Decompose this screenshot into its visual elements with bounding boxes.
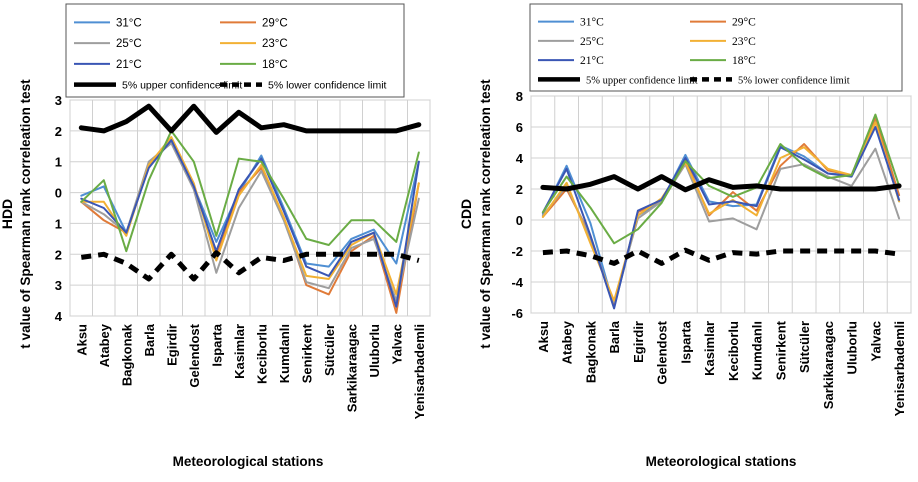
- x-axis-title: Meteorological stations: [646, 454, 797, 469]
- series-line: [541, 126, 901, 310]
- x-tick-label: Bagkonak: [119, 323, 134, 386]
- x-tick-label: Barla: [607, 320, 622, 353]
- x-tick-label: Yalvac: [389, 324, 404, 365]
- legend-label: 23°C: [262, 38, 288, 50]
- legend-box: [529, 3, 903, 92]
- x-tick-label: Bagkonak: [583, 320, 598, 383]
- x-tick-label: Isparta: [209, 323, 224, 366]
- x-tick-label: Aksu: [74, 324, 89, 356]
- y-tick-label: 0: [55, 186, 62, 201]
- legend-label: 5% upper confidence limit: [586, 75, 698, 86]
- y-tick-label: 4: [55, 309, 63, 324]
- y-axis-label-top: CDD: [458, 199, 474, 229]
- x-tick-label: Kumdanlı: [750, 321, 765, 380]
- series-line: [80, 129, 420, 253]
- series-line: [540, 174, 902, 193]
- y-tick-label: -2: [511, 244, 523, 259]
- legend-label: 31°C: [580, 17, 604, 29]
- x-tick-label: Sütcüler: [322, 324, 337, 376]
- x-tick-label: Egirdir: [631, 321, 646, 363]
- y-axis-title: t value of Spearman rank correleation te…: [478, 79, 493, 349]
- y-tick-label: 8: [516, 89, 523, 104]
- y-tick-label: 4: [516, 151, 524, 166]
- legend-label: 18°C: [262, 59, 288, 71]
- series-line: [80, 250, 420, 282]
- x-tick-label: Gelendost: [655, 320, 670, 384]
- x-tick-label: Isparta: [678, 320, 693, 363]
- series-line: [542, 247, 900, 266]
- x-axis-title: Meteorological stations: [173, 454, 324, 469]
- chart-panel-cdd: 8 6 4 2 0 -2 -4 -6 Aksu Atabey Bagkonak Barla Egirdi…: [458, 3, 912, 469]
- legend-label: 5% lower confidence limit: [268, 80, 387, 92]
- y-axis-label-top: HDD: [0, 199, 15, 229]
- legend-label: 31°C: [116, 17, 142, 29]
- y-tick-label: 1: [55, 155, 62, 170]
- x-tick-label: Kasimlar: [702, 321, 717, 376]
- y-tick-label: 6: [516, 120, 523, 135]
- x-tick-label: Kumdanlı: [277, 324, 292, 383]
- x-tick-label: Barla: [142, 323, 157, 356]
- x-tick-label: Yenisarbademli: [412, 324, 427, 419]
- x-tick-label: Yenisarbademli: [892, 321, 907, 416]
- x-tick-label: Sütcüler: [797, 321, 812, 373]
- x-tick-label: Atabey: [97, 323, 112, 367]
- x-tick-label: Keciborlu: [254, 324, 269, 384]
- x-tick-label: Senirkent: [299, 323, 314, 383]
- legend-label: 21°C: [116, 59, 142, 71]
- legend-label: 29°C: [732, 17, 756, 29]
- x-tick-label: Kasimlar: [232, 324, 247, 379]
- series-line: [78, 103, 422, 135]
- x-tick-label: Uluborlu: [845, 321, 860, 374]
- x-tick-label: Atabey: [560, 320, 575, 364]
- legend-label: 21°C: [580, 55, 604, 67]
- legend-label: 25°C: [116, 38, 142, 50]
- y-tick-label: 0: [516, 213, 523, 228]
- x-tick-label: Sarkikaraagac: [821, 321, 836, 409]
- series-line: [80, 139, 420, 308]
- chart-panel-hdd: 3 2 1 0 1 2 3 4 Aksu Atabey Bagkonak Barla Egirdir Ge…: [0, 3, 431, 469]
- x-tick-label: Egirdir: [164, 324, 179, 366]
- x-tick-label: Yalvac: [868, 321, 883, 362]
- x-tick-label: Aksu: [536, 321, 551, 353]
- y-tick-label: 2: [516, 182, 523, 197]
- legend-label: 25°C: [580, 36, 604, 48]
- y-tick-label: -6: [511, 306, 523, 321]
- y-tick-label: 2: [55, 124, 62, 139]
- series-line: [541, 113, 901, 245]
- x-tick-label: Uluborlu: [367, 324, 382, 377]
- legend-label: 5% lower confidence limit: [738, 75, 850, 86]
- y-tick-label: 1: [55, 216, 62, 231]
- x-tick-label: Keciborlu: [726, 321, 741, 381]
- y-axis-title: t value of Spearman rank correleation te…: [18, 79, 33, 349]
- legend-label: 18°C: [732, 55, 756, 67]
- x-tick-label: Gelendost: [187, 323, 202, 387]
- legend-label: 23°C: [732, 36, 756, 48]
- x-tick-label: Senirkent: [773, 320, 788, 380]
- y-tick-label: -4: [511, 275, 523, 290]
- legend-box: [65, 3, 405, 98]
- x-tick-label: Sarkikaraagac: [344, 324, 359, 412]
- y-tick-label: 3: [55, 93, 62, 108]
- y-tick-label: 3: [55, 278, 62, 293]
- legend-label: 29°C: [262, 17, 288, 29]
- y-tick-label: 2: [55, 247, 62, 262]
- legend-label: 5% upper confidence limit: [122, 80, 242, 92]
